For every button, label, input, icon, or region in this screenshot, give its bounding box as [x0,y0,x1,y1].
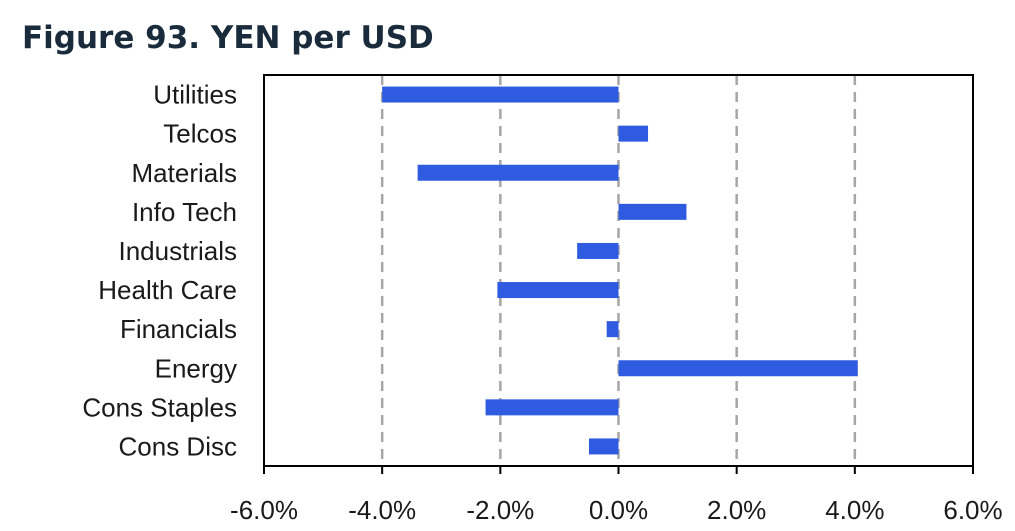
bar [382,86,619,103]
x-tick-labels: -6.0% -4.0% -2.0% 0.0% 2.0% 4.0% 6.0% [230,495,1003,525]
category-label: Health Care [98,275,237,305]
bar [497,282,619,299]
x-tick-label: 4.0% [825,495,884,525]
bar [485,399,619,416]
plot-frame [263,74,974,467]
bar [577,242,619,259]
bar [618,125,649,142]
bar [588,438,619,455]
category-label: Cons Disc [119,431,237,461]
x-tick-label: -6.0% [230,495,298,525]
category-label: Cons Staples [82,392,237,422]
category-label: Info Tech [132,197,237,227]
x-tick-label: -4.0% [348,495,416,525]
bar [417,164,619,181]
category-label: Industrials [119,236,238,266]
category-label: Telcos [163,119,237,149]
bar [606,321,619,338]
x-tick-label: -2.0% [466,495,534,525]
bars [382,86,858,455]
bar [618,360,858,377]
category-label: Utilities [153,80,237,110]
x-tick-label: 6.0% [943,495,1002,525]
category-label: Materials [132,158,237,188]
category-labels: Utilities Telcos Materials Info Tech Industr… [82,80,237,462]
category-label: Energy [155,353,237,383]
x-tick-label: 0.0% [589,495,648,525]
chart-title: Figure 93. YEN per USD [22,20,434,56]
category-label: Financials [120,314,237,344]
x-tick-label: 2.0% [707,495,766,525]
bar [618,203,687,220]
